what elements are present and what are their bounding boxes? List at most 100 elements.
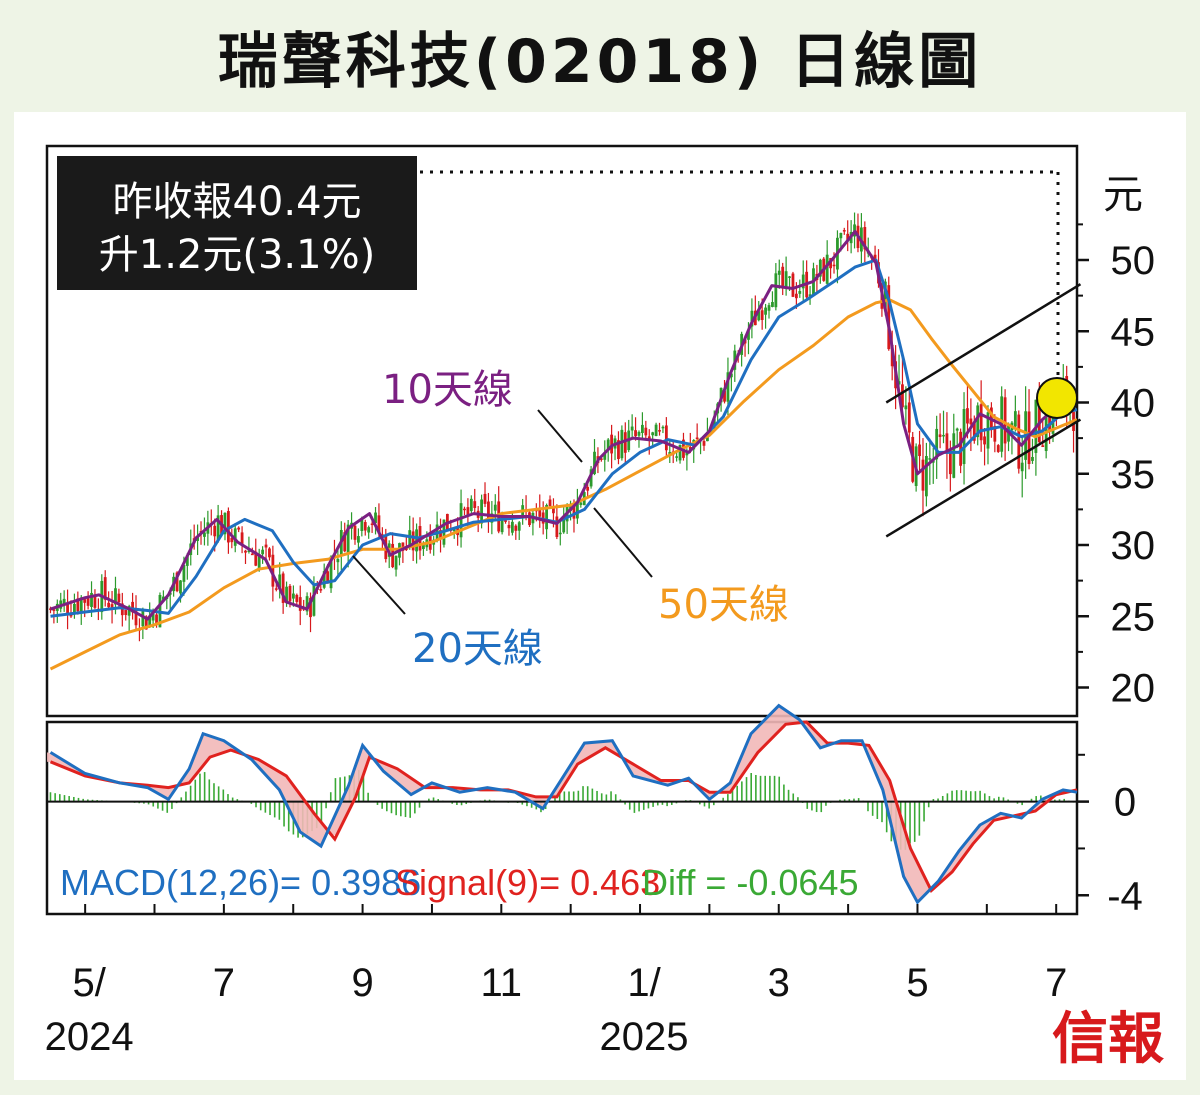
candle-body bbox=[948, 450, 952, 475]
candle-body bbox=[712, 418, 716, 429]
candle-body bbox=[367, 527, 371, 533]
candle-body bbox=[575, 500, 579, 519]
candle-body bbox=[918, 444, 921, 457]
candle-body bbox=[322, 571, 326, 588]
month-label: 1/ bbox=[627, 961, 661, 1005]
candle-body bbox=[360, 517, 364, 531]
candle-body bbox=[408, 530, 412, 547]
candle-body bbox=[148, 615, 152, 626]
candle-body bbox=[62, 598, 66, 605]
candle-body bbox=[798, 291, 802, 294]
candle-body bbox=[175, 572, 179, 592]
candle-body bbox=[254, 551, 258, 566]
candle-body bbox=[261, 549, 265, 555]
candle-body bbox=[93, 596, 97, 608]
candle-body bbox=[832, 264, 836, 267]
candle-body bbox=[791, 273, 795, 297]
candle-body bbox=[788, 276, 791, 278]
candle-body bbox=[801, 274, 805, 289]
candle-body bbox=[257, 554, 261, 569]
candle-body bbox=[151, 612, 155, 621]
candle-body bbox=[723, 390, 726, 402]
candle-body bbox=[374, 512, 377, 524]
month-label: 9 bbox=[351, 961, 373, 1005]
candle-body bbox=[292, 593, 295, 599]
macd-lines bbox=[49, 703, 1078, 905]
candle-body bbox=[237, 527, 241, 530]
month-x-axis: 5/2024 7 9 11 1/2025 3 5 7 bbox=[45, 904, 1067, 1059]
candle-body bbox=[203, 532, 206, 537]
candle-body bbox=[131, 601, 134, 613]
candle-body bbox=[493, 504, 497, 511]
candle-body bbox=[952, 433, 956, 478]
candle-body bbox=[972, 422, 976, 441]
candle-body bbox=[562, 517, 566, 533]
macd-value-label: MACD(12,26)= 0.3986 bbox=[60, 862, 421, 903]
candle-body bbox=[675, 456, 679, 458]
candle-body bbox=[466, 507, 470, 516]
candle-body bbox=[117, 593, 121, 603]
candle-body bbox=[777, 270, 781, 275]
price-y-tick-label: 50 bbox=[1111, 239, 1156, 283]
candle-body bbox=[839, 232, 843, 239]
candle-body bbox=[127, 606, 131, 616]
candle-body bbox=[606, 439, 610, 451]
candle-body bbox=[182, 564, 186, 582]
candle-body bbox=[124, 609, 128, 616]
candle-body bbox=[285, 586, 288, 602]
candle-body bbox=[623, 432, 627, 453]
candle-body bbox=[240, 532, 244, 546]
candle-body bbox=[907, 402, 911, 433]
candle-body bbox=[794, 293, 798, 299]
candle-body bbox=[517, 522, 521, 531]
candle-body bbox=[842, 230, 846, 232]
chart-title: 瑞聲科技(02018) 日線圖 bbox=[218, 27, 982, 97]
candle-body bbox=[784, 271, 788, 287]
candle-body bbox=[312, 584, 316, 616]
diff-value-label: Diff = -0.0645 bbox=[642, 862, 858, 903]
macd-y-tick-label: -4 bbox=[1107, 874, 1143, 918]
candle-body bbox=[295, 594, 299, 602]
candle-body bbox=[641, 424, 644, 434]
candle-body bbox=[1048, 406, 1051, 432]
ma50-leader-line bbox=[593, 507, 653, 578]
year-label: 2025 bbox=[600, 1015, 689, 1059]
candle-body bbox=[394, 555, 398, 570]
candle-body bbox=[114, 588, 117, 605]
candle-body bbox=[483, 493, 487, 504]
candle-body bbox=[329, 556, 333, 589]
candle-body bbox=[996, 445, 1000, 452]
price-y-tick-label: 30 bbox=[1111, 524, 1156, 568]
candle-body bbox=[439, 530, 442, 540]
candle-body bbox=[863, 227, 867, 250]
candle-body bbox=[213, 525, 217, 537]
candle-body bbox=[480, 499, 483, 524]
candle-body bbox=[599, 458, 603, 460]
channel-lower-line bbox=[885, 418, 1082, 538]
candle-body bbox=[846, 233, 850, 241]
candle-body bbox=[678, 444, 682, 461]
candle-body bbox=[654, 424, 658, 437]
candle-body bbox=[976, 405, 980, 438]
candle-body bbox=[319, 589, 323, 591]
candle-body bbox=[504, 520, 507, 522]
candle-body bbox=[357, 536, 360, 543]
candle-body bbox=[452, 528, 456, 532]
candle-body bbox=[702, 441, 706, 446]
candle-body bbox=[781, 266, 785, 286]
candle-body bbox=[500, 517, 504, 533]
candle-body bbox=[651, 432, 655, 436]
month-label: 7 bbox=[213, 961, 235, 1005]
ma-line-20天線 bbox=[50, 258, 1078, 618]
candle-body bbox=[818, 259, 822, 277]
publisher-logo: 信報 bbox=[1052, 1006, 1164, 1072]
ma50-label: 50天線 bbox=[658, 582, 789, 628]
candle-body bbox=[979, 404, 983, 441]
candle-body bbox=[377, 515, 381, 534]
candle-body bbox=[630, 426, 634, 431]
candle-body bbox=[185, 554, 189, 566]
price-y-axis: 元 20 25 30 35 40 45 50 bbox=[1077, 173, 1155, 711]
candle-body bbox=[52, 609, 56, 611]
candle-body bbox=[144, 616, 148, 630]
candle-body bbox=[380, 534, 384, 536]
